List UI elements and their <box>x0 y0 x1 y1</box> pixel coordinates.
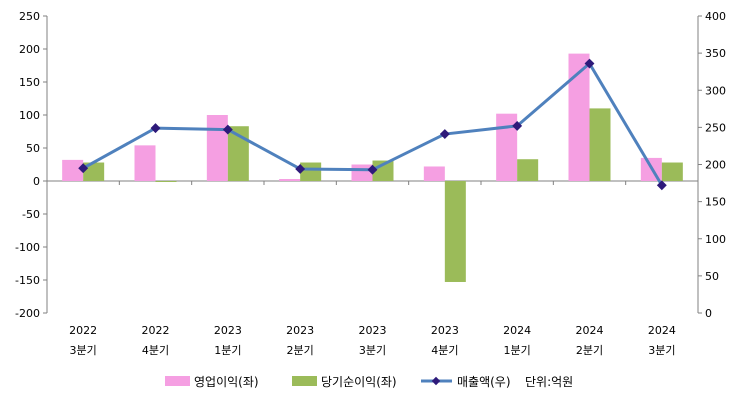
category-year-label: 2024 <box>648 324 676 337</box>
bar-net-profit <box>83 162 105 181</box>
legend-label-net-profit: 당기순이익(좌) <box>321 375 397 389</box>
legend-label-revenue: 매출액(우) <box>457 375 511 389</box>
right-tick-label: 50 <box>705 270 719 283</box>
unit-note: 단위:억원 <box>525 375 573 389</box>
left-tick-label: -50 <box>22 208 40 221</box>
left-tick-label: 250 <box>19 10 40 23</box>
revenue-point <box>512 120 523 131</box>
left-tick-label: 150 <box>19 76 40 89</box>
right-tick-label: 350 <box>705 47 726 60</box>
category-quarter-label: 2분기 <box>287 344 314 357</box>
revenue-point <box>439 129 450 140</box>
category-labels: 2022 3분기 2022 4분기 2023 1분기 2023 2분기 2023 3분기 2023 4… <box>69 324 676 357</box>
revenue-point <box>222 124 233 135</box>
bar-operating-profit <box>134 145 156 181</box>
legend-swatch-net-profit <box>292 376 317 386</box>
right-tick-label: 250 <box>705 121 726 134</box>
left-tick-label: -150 <box>15 274 40 287</box>
category-quarter-label: 2분기 <box>576 344 603 357</box>
bar-operating-profit <box>351 164 373 181</box>
category-quarter-label: 4분기 <box>431 344 458 357</box>
category-quarter-label: 4분기 <box>142 344 169 357</box>
bar-operating-profit <box>496 113 518 181</box>
legend-label-operating-profit: 영업이익(좌) <box>194 375 259 389</box>
category-year-label: 2023 <box>286 324 314 337</box>
category-quarter-label: 1분기 <box>214 344 241 357</box>
revenue-point <box>78 163 89 174</box>
left-tick-label: 100 <box>19 109 40 122</box>
left-tick-label: -100 <box>15 241 40 254</box>
category-year-label: 2023 <box>359 324 387 337</box>
left-tick-label: 200 <box>19 43 40 56</box>
right-tick-label: 0 <box>705 307 712 320</box>
bar-operating-profit <box>279 179 301 181</box>
line-series <box>78 58 667 191</box>
category-year-label: 2022 <box>142 324 170 337</box>
revenue-point <box>150 123 161 134</box>
category-year-label: 2024 <box>503 324 531 337</box>
category-quarter-label: 3분기 <box>359 344 386 357</box>
category-quarter-label: 1분기 <box>504 344 531 357</box>
revenue-point <box>584 58 595 69</box>
axes: -200 -150 -100 -50 0 50 100 150 200 250 0 50 100 150 2… <box>15 10 726 320</box>
category-quarter-label: 3분기 <box>70 344 97 357</box>
bar-net-profit <box>444 181 466 282</box>
bar-net-profit <box>227 126 249 181</box>
bar-operating-profit <box>62 159 84 181</box>
bar-net-profit <box>589 108 611 181</box>
left-tick-label: -200 <box>15 307 40 320</box>
bar-operating-profit <box>206 115 228 181</box>
category-quarter-label: 3분기 <box>648 344 675 357</box>
legend: 영업이익(좌) 당기순이익(좌) 매출액(우) 단위:억원 <box>165 375 573 389</box>
bar-net-profit <box>517 159 539 181</box>
bar-net-profit <box>155 181 177 182</box>
right-tick-label: 300 <box>705 84 726 97</box>
category-year-label: 2022 <box>69 324 97 337</box>
legend-marker-revenue <box>431 376 441 386</box>
revenue-point <box>295 164 306 174</box>
bar-operating-profit <box>568 53 590 182</box>
right-tick-label: 150 <box>705 196 726 209</box>
revenue-point <box>656 180 667 191</box>
right-tick-label: 200 <box>705 159 726 172</box>
bar-net-profit <box>661 162 683 181</box>
category-year-label: 2024 <box>576 324 604 337</box>
bar-net-profit <box>300 162 322 181</box>
category-year-label: 2023 <box>214 324 242 337</box>
bar-operating-profit <box>423 166 445 181</box>
legend-swatch-operating-profit <box>165 376 190 386</box>
revenue-point <box>367 164 378 175</box>
right-tick-label: 400 <box>705 10 726 23</box>
left-tick-label: 0 <box>33 175 40 188</box>
right-tick-label: 100 <box>705 233 726 246</box>
category-year-label: 2023 <box>431 324 459 337</box>
left-tick-label: 50 <box>26 142 40 155</box>
